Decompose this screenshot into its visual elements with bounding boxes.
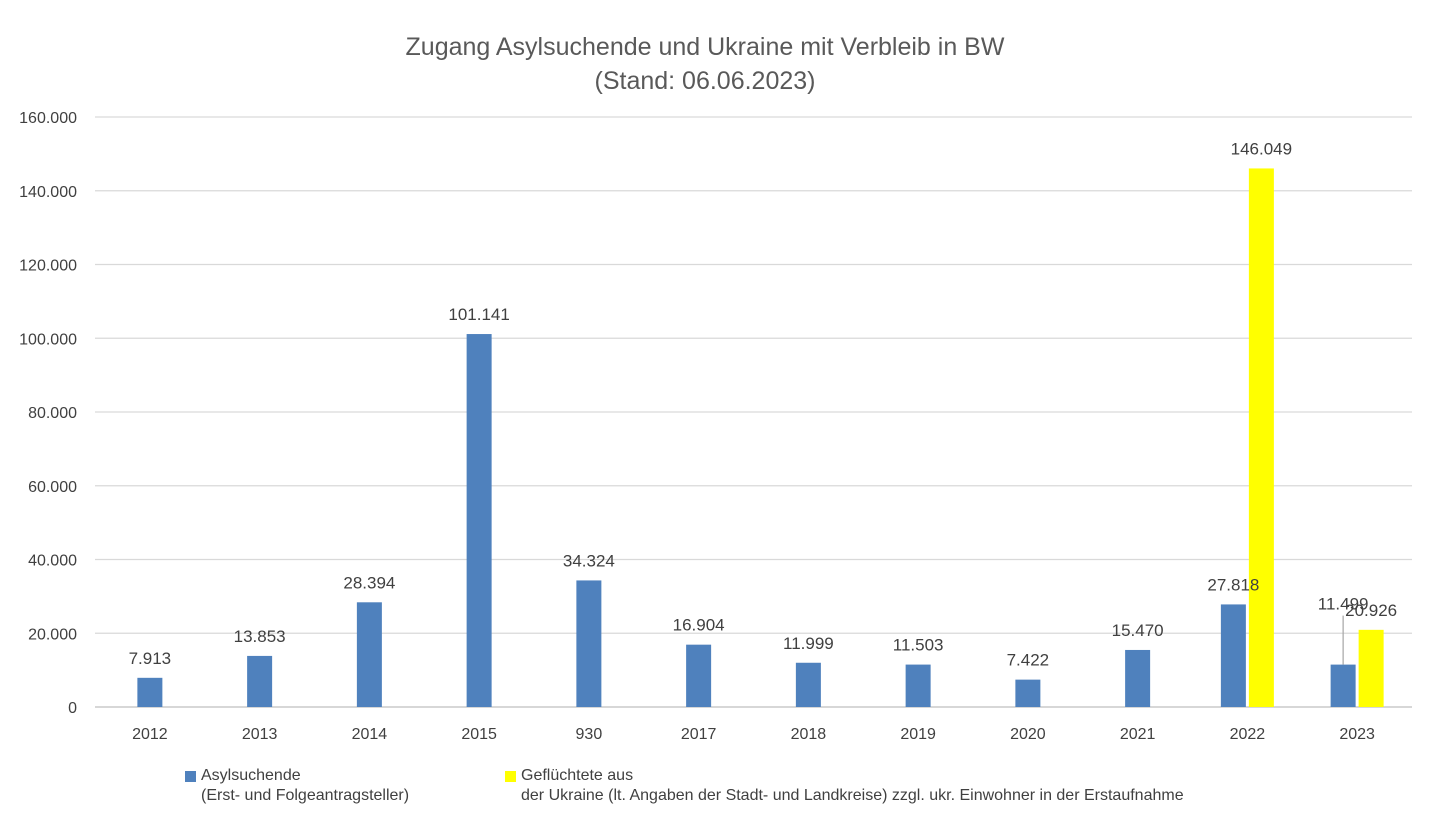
bars <box>137 168 1384 707</box>
data-label-asylsuchende: 101.141 <box>448 305 509 324</box>
bar-asylsuchende <box>1015 679 1041 707</box>
chart-title-line1: Zugang Asylsuchende und Ukraine mit Verb… <box>405 33 1005 61</box>
legend-swatch-asylsuchende <box>185 771 196 782</box>
bar-ukraine <box>1358 629 1384 707</box>
y-tick-label: 20.000 <box>28 626 77 643</box>
bar-asylsuchende <box>1220 604 1246 707</box>
legend-label-asylsuchende: Asylsuchende <box>201 767 301 784</box>
bar-asylsuchende <box>356 602 382 707</box>
legend-sublabel-ukraine: der Ukraine (lt. Angaben der Stadt- und … <box>521 787 1184 804</box>
bar-asylsuchende <box>905 664 931 707</box>
x-tick-label: 2023 <box>1339 726 1375 743</box>
data-label-asylsuchende: 15.470 <box>1112 621 1164 640</box>
bar-asylsuchende <box>686 644 712 707</box>
x-tick-label: 2018 <box>791 726 827 743</box>
legend-sublabel-asylsuchende: (Erst- und Folgeantragsteller) <box>201 787 410 804</box>
legend-item-asylsuchende: Asylsuchende (Erst- und Folgeantragstell… <box>185 766 409 806</box>
bar-asylsuchende <box>1330 664 1356 707</box>
x-tick-label: 2019 <box>900 726 936 743</box>
x-tick-label: 2017 <box>681 726 717 743</box>
data-label-asylsuchende: 34.324 <box>563 551 615 570</box>
bar-asylsuchende <box>247 655 273 707</box>
y-tick-label: 100.000 <box>19 331 77 348</box>
data-label-asylsuchende: 27.818 <box>1207 575 1259 594</box>
bar-asylsuchende <box>137 677 163 707</box>
x-tick-label: 2021 <box>1120 726 1156 743</box>
chart-subtitle: (Stand: 06.06.2023) <box>594 67 816 95</box>
data-label-asylsuchende: 11.499 <box>1318 595 1369 614</box>
legend-swatch-ukraine <box>505 771 516 782</box>
x-axis-ticks: 2012 2013 2014 2015 930 2017 2018 2019 2020 2021 2… <box>132 726 1375 743</box>
x-tick-label: 2014 <box>352 726 388 743</box>
y-tick-label: 80.000 <box>28 405 77 422</box>
x-tick-label: 2015 <box>461 726 497 743</box>
data-label-asylsuchende: 7.422 <box>1007 651 1050 670</box>
y-axis-ticks: 0 20.000 40.000 60.000 80.000 100.000 120.000 1… <box>19 110 77 717</box>
data-label-asylsuchende: 13.853 <box>234 627 286 646</box>
data-label-asylsuchende: 7.913 <box>129 649 172 668</box>
gridlines <box>95 116 1412 708</box>
x-tick-label: 2012 <box>132 726 168 743</box>
data-label-asylsuchende: 11.503 <box>893 636 944 655</box>
data-labels: 7.913 13.853 28.394 101.141 34.324 16.904 11.9… <box>129 139 1398 669</box>
bar-chart: 0 20.000 40.000 60.000 80.000 100.000 120.000 1… <box>19 110 1412 743</box>
bar-asylsuchende <box>466 334 492 707</box>
y-tick-label: 40.000 <box>28 553 77 570</box>
chart-title: Zugang Asylsuchende und Ukraine mit Verb… <box>0 30 1410 98</box>
x-tick-label: 930 <box>576 726 603 743</box>
x-tick-label: 2022 <box>1230 726 1266 743</box>
data-label-asylsuchende: 16.904 <box>673 616 725 635</box>
data-label-asylsuchende: 11.999 <box>783 634 834 653</box>
y-tick-label: 120.000 <box>19 258 77 275</box>
data-label-ukraine: 20.926 <box>1345 601 1397 620</box>
legend-item-ukraine: Geflüchtete aus der Ukraine (lt. Angaben… <box>505 766 1184 806</box>
legend-label-ukraine: Geflüchtete aus <box>521 767 634 784</box>
bar-asylsuchende <box>1125 649 1151 707</box>
data-label-ukraine: 146.049 <box>1231 139 1292 158</box>
bar-asylsuchende <box>576 580 602 707</box>
bar-asylsuchende <box>795 662 821 707</box>
y-tick-label: 60.000 <box>28 479 77 496</box>
data-label-asylsuchende: 28.394 <box>343 573 395 592</box>
y-tick-label: 140.000 <box>19 184 77 201</box>
x-tick-label: 2020 <box>1010 726 1046 743</box>
y-tick-label: 160.000 <box>19 110 77 127</box>
bar-ukraine <box>1248 168 1274 707</box>
x-tick-label: 2013 <box>242 726 278 743</box>
y-tick-label: 0 <box>68 700 77 717</box>
